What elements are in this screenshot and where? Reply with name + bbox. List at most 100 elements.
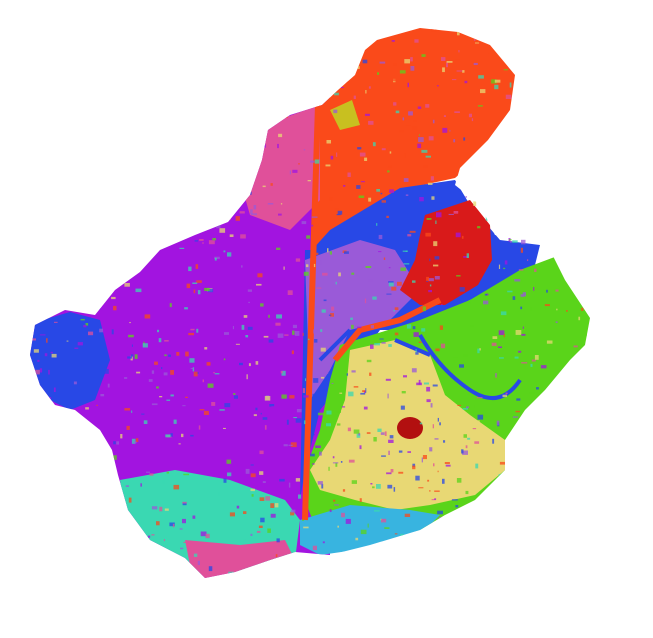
speckle	[442, 38, 444, 40]
speckle	[223, 427, 226, 429]
speckle	[135, 438, 139, 442]
speckle	[240, 100, 246, 103]
speckle	[80, 318, 85, 321]
speckle	[74, 86, 77, 90]
speckle	[262, 481, 266, 483]
speckle	[189, 47, 195, 52]
speckle	[560, 45, 564, 50]
speckle	[50, 260, 53, 266]
speckle	[208, 566, 213, 572]
speckle	[37, 287, 42, 290]
speckle	[466, 253, 469, 258]
speckle	[262, 68, 265, 72]
speckle	[396, 550, 398, 552]
speckle	[494, 84, 499, 90]
speckle	[508, 223, 510, 226]
speckle	[426, 218, 432, 220]
speckle	[468, 300, 471, 305]
speckle	[233, 393, 236, 395]
speckle	[387, 393, 389, 399]
speckle	[74, 170, 80, 175]
speckle	[413, 120, 418, 122]
speckle	[120, 434, 123, 439]
speckle	[271, 81, 273, 87]
speckle	[283, 114, 288, 118]
speckle	[182, 502, 187, 506]
speckle	[579, 495, 583, 498]
speckle	[127, 356, 133, 359]
speckle	[391, 40, 395, 42]
speckle	[229, 512, 235, 517]
speckle	[522, 537, 527, 540]
speckle	[333, 499, 336, 502]
speckle	[492, 438, 495, 444]
speckle	[315, 306, 320, 311]
speckle	[267, 528, 271, 533]
speckle	[294, 331, 300, 336]
speckle	[298, 565, 301, 569]
speckle	[373, 437, 377, 442]
speckle	[286, 504, 288, 508]
speckle	[290, 442, 297, 448]
speckle	[219, 182, 223, 186]
speckle	[426, 399, 431, 403]
speckle	[98, 308, 101, 310]
speckle	[241, 324, 245, 330]
speckle	[38, 274, 41, 279]
speckle	[332, 456, 335, 459]
speckle	[158, 338, 162, 343]
speckle	[224, 295, 228, 298]
speckle	[390, 469, 394, 473]
speckle	[181, 433, 184, 438]
speckle	[276, 538, 280, 543]
speckle	[419, 134, 420, 136]
speckle	[426, 276, 429, 281]
speckle	[303, 526, 309, 529]
speckle	[78, 307, 82, 310]
speckle	[143, 420, 148, 424]
speckle	[58, 434, 63, 437]
speckle	[451, 499, 458, 501]
speckle	[568, 46, 574, 50]
speckle	[42, 516, 45, 519]
speckle	[530, 565, 532, 570]
speckle	[477, 105, 483, 107]
speckle	[217, 491, 220, 497]
speckle	[509, 239, 512, 241]
speckle	[53, 387, 56, 392]
speckle	[425, 104, 430, 108]
speckle	[473, 201, 477, 206]
speckle	[244, 36, 249, 39]
speckle	[115, 268, 121, 273]
speckle	[558, 507, 563, 510]
speckle	[365, 90, 367, 94]
speckle	[99, 86, 103, 88]
speckle	[120, 161, 125, 163]
speckle	[577, 370, 581, 374]
speckle	[259, 471, 264, 475]
speckle	[425, 232, 431, 237]
speckle	[193, 371, 198, 377]
speckle	[528, 124, 534, 128]
speckle	[535, 174, 540, 177]
speckle	[418, 341, 422, 343]
speckle	[189, 253, 192, 258]
speckle	[313, 329, 318, 334]
speckle	[185, 351, 189, 357]
speckle	[98, 104, 104, 109]
speckle	[421, 54, 426, 57]
speckle	[234, 181, 237, 184]
speckle	[277, 333, 284, 338]
speckle	[515, 330, 522, 335]
speckle	[574, 201, 579, 206]
speckle	[23, 441, 27, 446]
speckle	[378, 251, 382, 253]
speckle	[223, 478, 227, 483]
speckle	[289, 395, 295, 399]
speckle	[364, 157, 368, 161]
speckle	[197, 290, 201, 295]
speckle	[428, 531, 431, 534]
speckle	[23, 571, 28, 575]
speckle	[109, 101, 116, 105]
speckle	[211, 274, 216, 278]
